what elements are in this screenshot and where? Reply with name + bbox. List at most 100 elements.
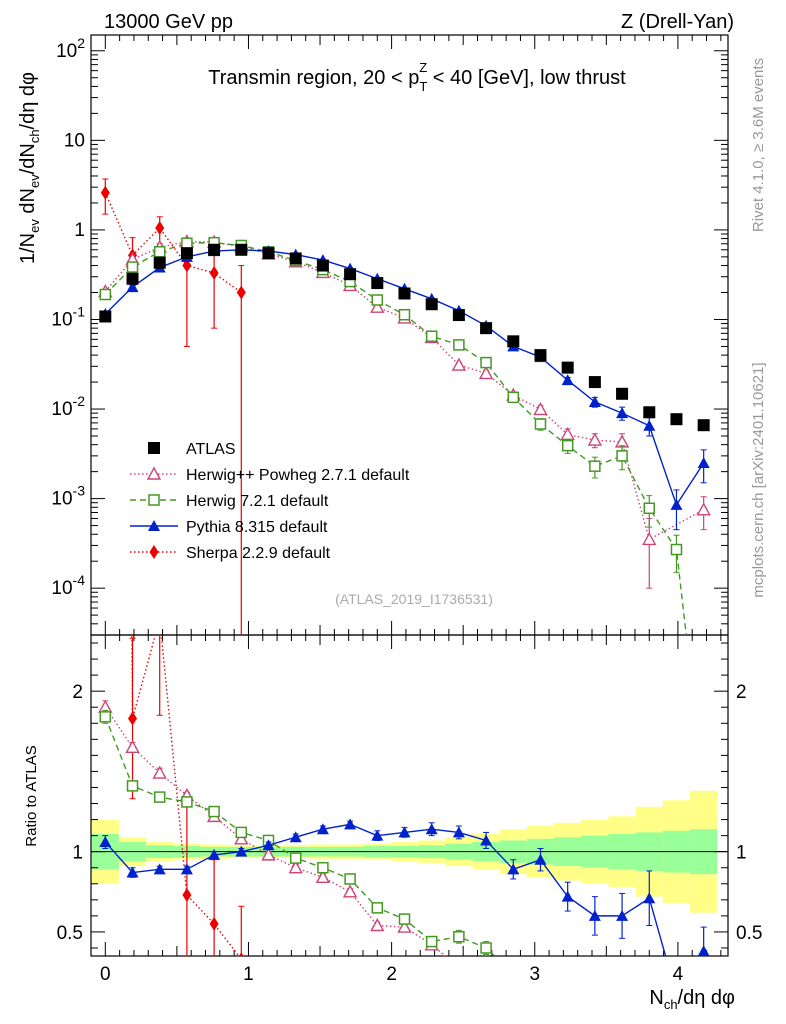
ratio-herwig7-point (153, 791, 166, 803)
ratio-pythia-point (235, 845, 248, 857)
legend-marker (146, 466, 162, 480)
ratio-pythia-point (616, 909, 629, 921)
main-atlas-point (316, 259, 329, 272)
main-atlas-point (344, 268, 357, 281)
ratio-data (98, 635, 710, 998)
axes: 10-4 10-3 10-2 10-1 1 10 102 0 1 2 3 4 0.5 0.5 1 1 2 2 (51, 34, 762, 985)
main-data (98, 178, 711, 635)
ratio-herwigpp-point (315, 869, 331, 884)
main-atlas-point (480, 322, 493, 335)
legend-entry-herwig7: Herwig 7.2.1 default (130, 493, 329, 510)
legend-entry-atlas: ATLAS (148, 441, 236, 458)
main-atlas-point (235, 243, 248, 256)
main-herwig7-point (480, 356, 492, 369)
main-atlas-point (561, 361, 574, 374)
ratio-xlabel: Nch/dη dφ (649, 987, 735, 1012)
legend-label: Herwig 7.2.1 default (186, 493, 329, 510)
ratio-herwig7-point (317, 861, 329, 874)
ratio-herwigpp-point (589, 971, 601, 982)
ratio-pythia-point (507, 863, 520, 875)
main-sherpa-point (182, 258, 192, 273)
main-ylabel: 1/Nev dNev/dNch/dη dφ (17, 72, 42, 264)
main-herwig7-point (670, 543, 683, 556)
legend-marker (148, 494, 160, 506)
main-pythia-point (697, 456, 710, 468)
main-ytick-label: 1 (74, 220, 85, 241)
ratio-herwigpp-point (152, 765, 167, 779)
ratio-ytick-label: 2 (72, 682, 83, 703)
main-atlas-point (616, 387, 629, 400)
main-herwig7-point (398, 308, 411, 321)
ratio-herwigpp-point (397, 919, 412, 933)
main-herwig7-point (99, 288, 112, 301)
legend-entry-sherpa: Sherpa 2.2.9 default (130, 545, 331, 562)
main-atlas-point (180, 247, 193, 260)
main-herwigpp-point (533, 401, 548, 416)
ratio-herwigpp-point (562, 977, 574, 988)
legend-marker (148, 520, 160, 531)
main-atlas-point (153, 256, 166, 269)
main-title: Transmin region, 20 < pTZ < 40 [GeV], lo… (208, 60, 626, 94)
main-sherpa-line (104, 192, 242, 294)
ratio-pythia-point (99, 836, 112, 848)
mcplots-label: mcplots.cern.ch [arXiv:2401.10621] (750, 362, 767, 597)
main-atlas-point (697, 419, 710, 432)
legend-entry-pythia: Pythia 8.315 default (130, 519, 328, 536)
legend-entry-herwigpp: Herwig++ Powheg 2.7.1 default (130, 466, 410, 484)
main-herwigpp-point (370, 299, 385, 313)
ratio-herwig7-point (617, 975, 627, 985)
main-herwig7-line (104, 241, 687, 635)
main-sherpa-point (209, 266, 219, 281)
main-atlas-point (99, 310, 112, 323)
ratio-herwig7-point (398, 913, 411, 925)
main-atlas-point (452, 309, 465, 322)
ratio-herwig7-point (344, 873, 356, 885)
ratio-herwigpp-point (507, 966, 519, 977)
ratio-pythia-point (534, 853, 547, 865)
ratio-herwigpp-point (261, 847, 276, 861)
main-atlas-point (425, 298, 438, 311)
ratio-xtick-label: 1 (243, 964, 254, 985)
main-herwig7-point (561, 439, 574, 452)
main-atlas-point (507, 335, 520, 348)
main-sherpa-point (100, 185, 110, 200)
ratio-pythia-point (208, 848, 221, 860)
ratio-herwig7-point (235, 826, 248, 839)
main-atlas-point (398, 287, 411, 300)
ratio-pythia-point (697, 945, 710, 956)
main-herwig7-point (453, 339, 465, 351)
legend: ATLAS Herwig++ Powheg 2.7.1 default Herwig… (130, 441, 410, 562)
main-herwig7-point (181, 237, 193, 249)
main-herwig7-point (616, 450, 628, 462)
ratio-herwig7-point (590, 988, 600, 998)
main-atlas-point (262, 247, 275, 260)
ratio-sherpa-point (209, 916, 219, 931)
ratio-pythia-point (344, 818, 357, 830)
ratio-sherpa-line (131, 635, 240, 956)
main-ytick-label: 10-4 (51, 572, 85, 599)
main-atlas-point (289, 252, 302, 265)
main-herwig7-point (507, 391, 520, 404)
ratio-pythia-point (316, 823, 329, 835)
ratio-herwig7-point (425, 935, 438, 948)
ratio-herwig7-point (508, 969, 518, 979)
analysis-watermark: (ATLAS_2019_I1736531) (335, 591, 493, 607)
ratio-xtick-label: 0 (100, 964, 111, 985)
ratio-pythia-point (425, 823, 438, 835)
ratio-ytick-label: 0.5 (57, 923, 83, 944)
main-herwig7-point (153, 246, 166, 258)
main-pythia-point (588, 395, 601, 407)
ratio-pythia-point (262, 839, 275, 851)
main-ytick-label: 10-3 (51, 483, 85, 510)
header-left: 13000 GeV pp (104, 11, 233, 33)
ratio-herwig7-point (289, 852, 302, 864)
ratio-herwigpp-point (616, 960, 628, 971)
main-herwigpp-point (696, 502, 711, 516)
ratio-frame (90, 634, 729, 957)
main-herwig7-point (371, 294, 384, 306)
main-herwigpp-point (642, 531, 657, 546)
main-atlas-point (643, 406, 656, 419)
main-herwig7-point (534, 418, 547, 430)
legend-label: Sherpa 2.2.9 default (186, 545, 331, 562)
